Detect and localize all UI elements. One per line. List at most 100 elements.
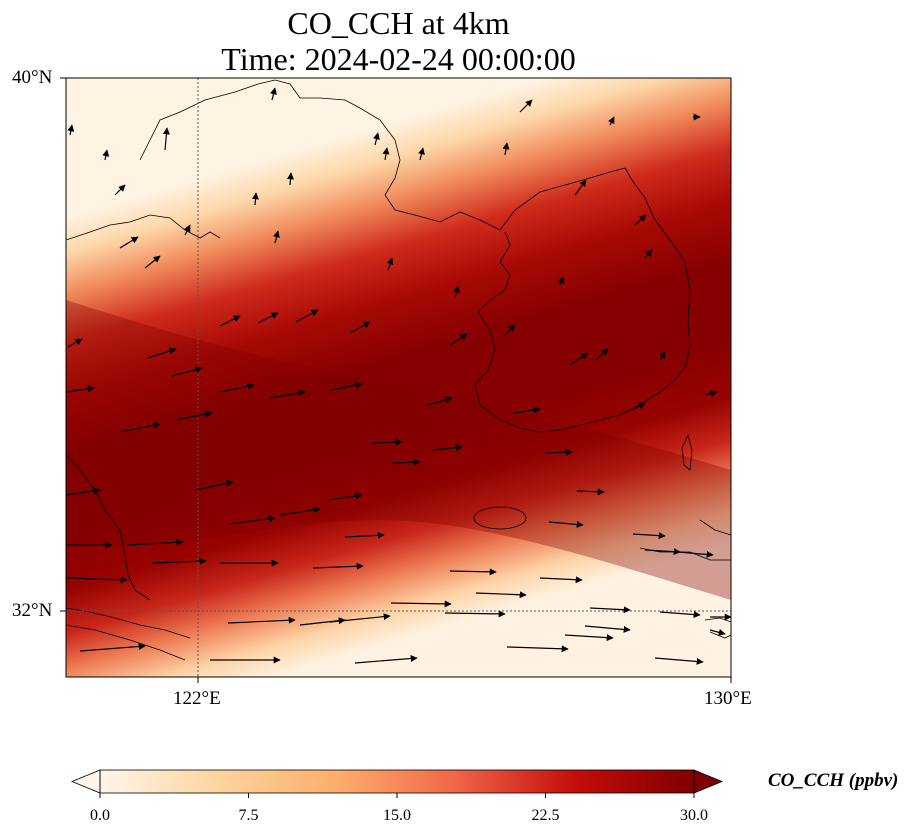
colorbar-tick-3: 22.5: [531, 807, 560, 824]
wind-vector: [453, 285, 460, 299]
wind-vector: [144, 255, 161, 269]
wind-vector: [162, 127, 170, 151]
wind-vector: [632, 532, 666, 540]
wind-vector: [391, 458, 421, 466]
wind-vector: [270, 87, 277, 101]
wind-vector: [312, 562, 364, 570]
wind-vector: [273, 230, 280, 244]
lat-label-32: 32°N: [12, 600, 53, 621]
wind-vector: [373, 132, 380, 146]
colorbar-tick-0: 0.0: [90, 807, 110, 824]
lon-label-130: 130°E: [704, 688, 752, 709]
wind-vector: [66, 487, 101, 496]
wind-vector: [251, 192, 259, 206]
wind-vector: [576, 488, 605, 496]
wind-vector: [704, 390, 718, 397]
wind-vector: [584, 625, 631, 633]
map-field: [66, 78, 731, 677]
wind-vector: [644, 548, 681, 556]
wind-vector: [102, 149, 110, 161]
wind-vector: [279, 506, 321, 516]
wind-vector: [544, 448, 573, 456]
wind-vector: [427, 396, 453, 406]
wind-vector: [371, 438, 403, 446]
wind-vector: [431, 444, 463, 452]
wind-vector: [194, 479, 234, 491]
wind-vector: [382, 147, 390, 161]
colorbar-extend-low: [70, 769, 101, 794]
lat-label-40: 40°N: [12, 67, 53, 88]
wind-vector: [295, 309, 319, 323]
wind-vectors: [66, 87, 731, 665]
wind-vector: [119, 236, 139, 249]
wind-vector: [354, 655, 418, 664]
lon-label-122: 122°E: [173, 688, 221, 709]
wind-vector: [67, 124, 75, 136]
wind-vector: [418, 147, 425, 161]
map-frame: [65, 77, 732, 678]
wind-vector: [449, 333, 468, 346]
wind-vector: [709, 628, 726, 636]
wind-vector: [151, 557, 207, 565]
wind-vector: [174, 410, 213, 421]
plume-core: [66, 300, 731, 600]
wind-vector: [677, 550, 714, 558]
wind-vector: [589, 606, 631, 614]
wind-vector: [608, 116, 615, 126]
wind-vector: [634, 214, 647, 226]
colorbar-extend-high: [693, 769, 724, 794]
wind-vector: [548, 520, 584, 528]
wind-vector: [564, 634, 614, 642]
wind-vector: [386, 257, 394, 271]
wind-vector: [449, 568, 497, 576]
wind-vector: [574, 179, 587, 196]
wind-vector: [569, 352, 589, 366]
wind-vector: [329, 613, 391, 623]
wind-vector: [595, 348, 609, 361]
wind-vector: [502, 142, 510, 156]
wind-vector: [519, 99, 533, 113]
wind-vector: [219, 382, 255, 393]
co-concentration-field: [66, 78, 731, 677]
colorbar-tick-4: 30.0: [680, 807, 708, 824]
wind-vector: [79, 642, 146, 652]
colorbar-tick-2: 15.0: [383, 807, 411, 824]
wind-vector: [184, 224, 191, 236]
wind-vector: [329, 381, 363, 391]
colorbar-gradient: [100, 770, 694, 793]
wind-vector: [327, 492, 363, 501]
wind-vector: [390, 600, 452, 608]
wind-vector: [257, 312, 279, 324]
wind-vector: [119, 421, 161, 433]
wind-vector: [66, 576, 128, 584]
wind-vector: [504, 324, 516, 336]
wind-vector: [513, 406, 541, 414]
wind-vector: [228, 515, 276, 525]
wind-vector: [631, 402, 646, 411]
wind-vector: [644, 249, 653, 259]
wind-vector: [444, 610, 506, 618]
chart-title: CO_CCH at 4km: [287, 5, 510, 41]
wind-vector: [349, 321, 371, 334]
wind-vector: [114, 184, 126, 196]
wind-vector: [557, 276, 565, 286]
wind-vector: [654, 657, 704, 665]
wind-vector: [658, 351, 666, 361]
wind-vector: [659, 611, 701, 619]
wind-vector: [171, 366, 203, 377]
coastlines: [66, 79, 731, 661]
colorbar-label: CO_CCH (ppbv): [768, 770, 899, 791]
chart-subtitle: Time: 2024-02-24 00:00:00: [221, 41, 576, 77]
wind-vector: [539, 576, 583, 584]
wind-vector: [286, 172, 294, 186]
colorbar: [70, 769, 724, 798]
wind-vector: [67, 338, 83, 348]
wind-vector: [219, 315, 241, 327]
colorbar-tick-1: 7.5: [238, 807, 259, 824]
wind-vector: [227, 616, 296, 624]
wind-vector: [475, 591, 527, 599]
wind-vector: [344, 531, 385, 539]
wind-vector: [506, 645, 569, 653]
wind-vector: [269, 389, 306, 399]
